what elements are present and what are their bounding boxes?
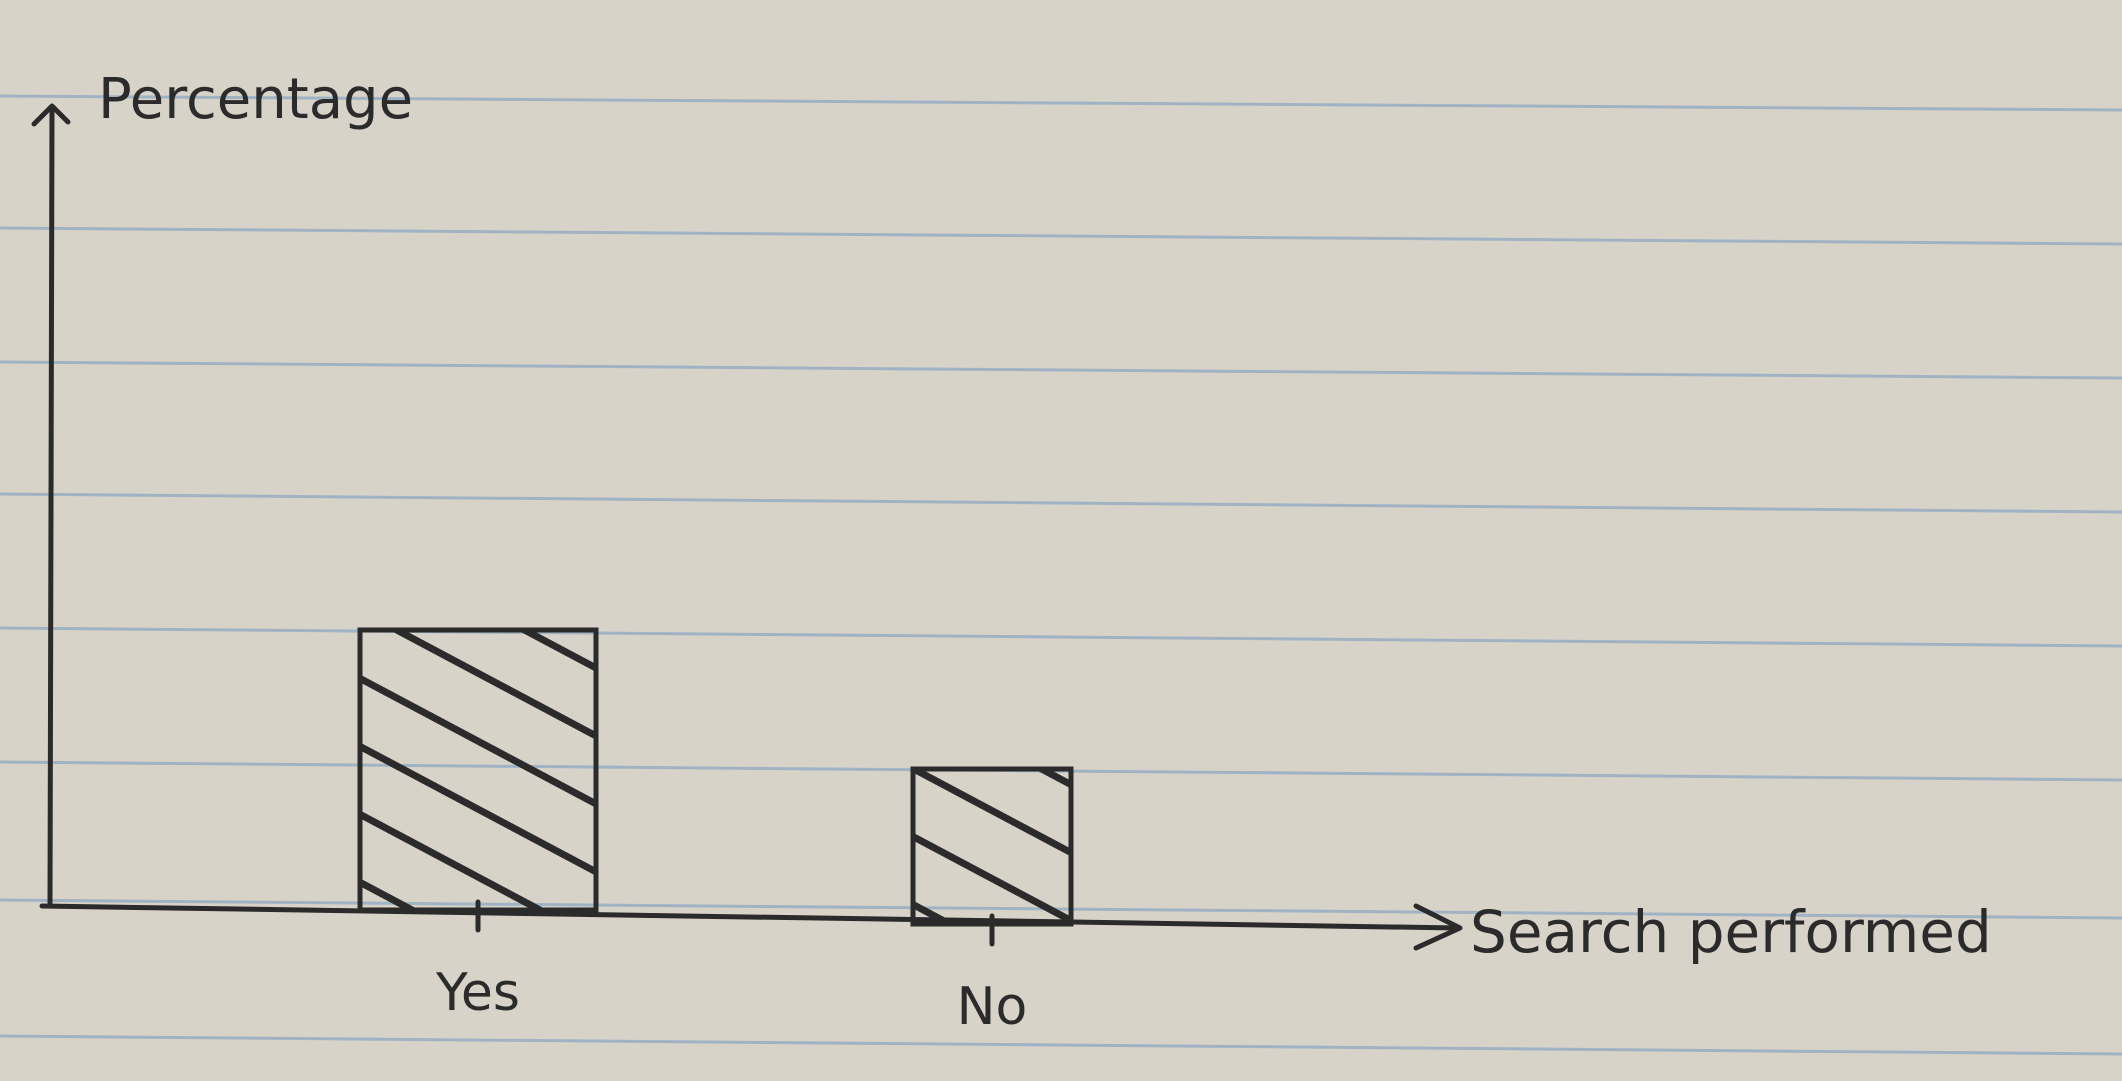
bar-yes	[360, 630, 596, 910]
bar-no	[913, 769, 1071, 924]
x-tick-label: Yes	[435, 963, 520, 1023]
x-tick-label: No	[957, 977, 1028, 1037]
y-axis-label: Percentage	[98, 67, 413, 132]
x-axis-label: Search performed	[1470, 898, 1992, 966]
